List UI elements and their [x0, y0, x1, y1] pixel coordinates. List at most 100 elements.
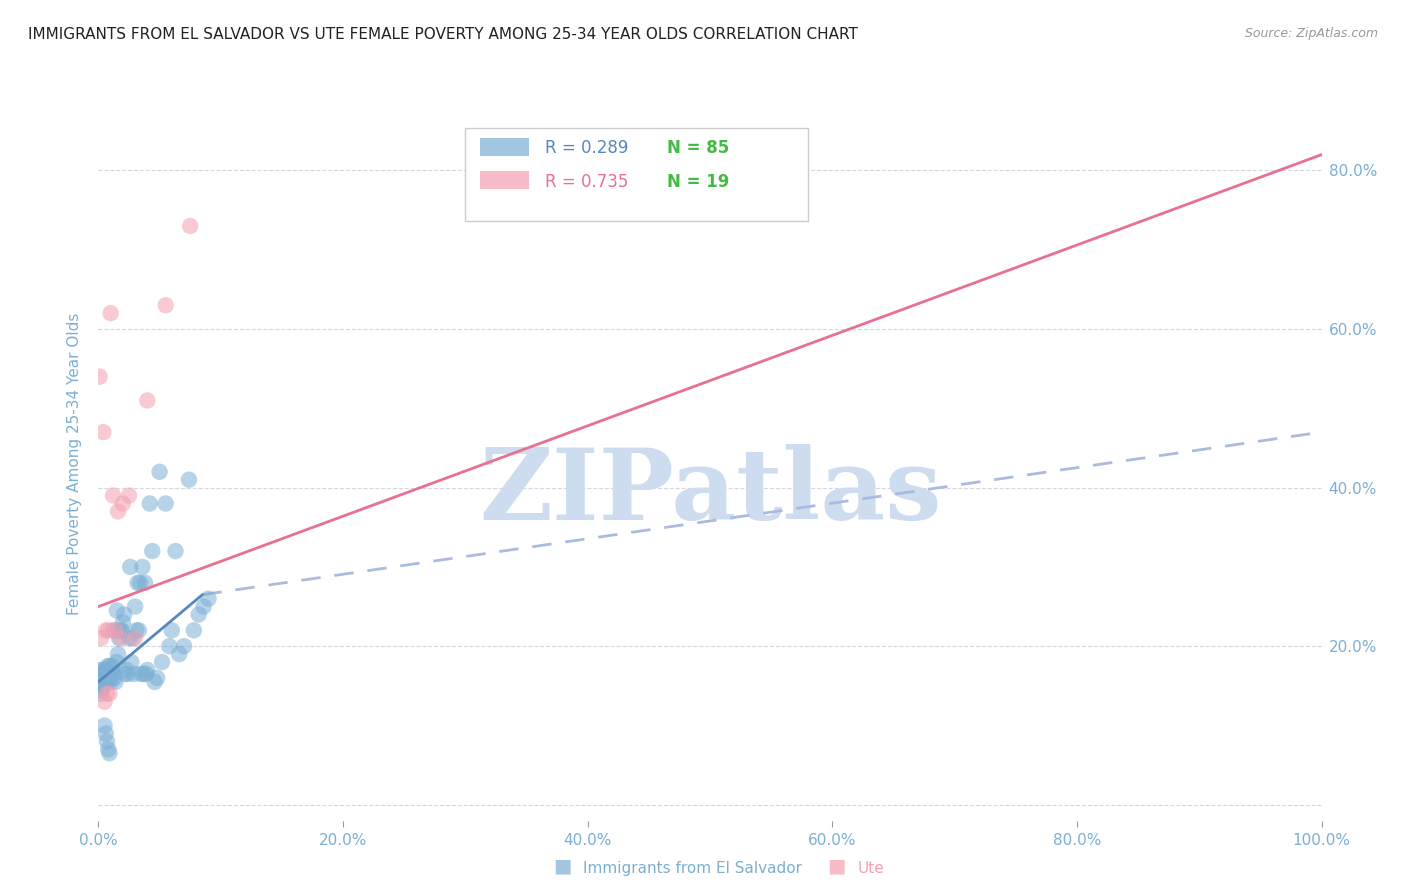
Y-axis label: Female Poverty Among 25-34 Year Olds: Female Poverty Among 25-34 Year Olds [67, 313, 83, 615]
Point [91, 663, 114, 677]
Point [167, 647, 190, 661]
Point [91, 679, 114, 693]
Point [129, 667, 152, 681]
Point [101, 489, 124, 503]
Point [120, 655, 142, 669]
Point [120, 560, 142, 574]
Text: ZIPatlas: ZIPatlas [479, 444, 941, 541]
Point [143, 674, 166, 689]
Point [105, 655, 128, 669]
Point [150, 655, 173, 669]
Text: R = 0.289: R = 0.289 [546, 139, 628, 157]
Point [101, 667, 124, 681]
Point [136, 663, 159, 677]
Point [98, 687, 121, 701]
Point [105, 603, 128, 617]
Point [97, 624, 120, 638]
Point [107, 504, 129, 518]
Point [93, 667, 115, 681]
Point [93, 718, 115, 732]
Point [118, 632, 141, 646]
Point [110, 624, 132, 638]
Point [155, 298, 177, 312]
Point [94, 674, 117, 689]
Point [104, 674, 127, 689]
Point [93, 671, 115, 685]
Point [90, 632, 112, 646]
Point [101, 663, 124, 677]
Point [96, 671, 118, 685]
Point [111, 624, 134, 638]
Point [132, 667, 155, 681]
Point [197, 591, 219, 606]
Point [94, 726, 117, 740]
Point [193, 599, 215, 614]
Point [122, 667, 145, 681]
Point [121, 632, 143, 646]
Point [91, 674, 114, 689]
Text: Source: ZipAtlas.com: Source: ZipAtlas.com [1244, 27, 1378, 40]
Point [96, 734, 118, 748]
Point [97, 663, 120, 677]
Point [114, 667, 136, 681]
Point [160, 624, 183, 638]
Point [91, 674, 114, 689]
Point [146, 671, 169, 685]
Point [91, 682, 114, 697]
Point [155, 496, 177, 510]
Text: IMMIGRANTS FROM EL SALVADOR VS UTE FEMALE POVERTY AMONG 25-34 YEAR OLDS CORRELAT: IMMIGRANTS FROM EL SALVADOR VS UTE FEMAL… [28, 27, 858, 42]
Point [90, 687, 112, 701]
Point [131, 560, 153, 574]
Point [97, 671, 120, 685]
Point [124, 632, 146, 646]
Point [93, 674, 115, 689]
Text: R = 0.735: R = 0.735 [546, 173, 628, 191]
Point [115, 663, 138, 677]
Point [118, 489, 141, 503]
Point [98, 667, 121, 681]
Point [101, 624, 124, 638]
Point [93, 695, 115, 709]
FancyBboxPatch shape [479, 137, 529, 155]
Text: Immigrants from El Salvador: Immigrants from El Salvador [583, 861, 803, 876]
Text: N = 19: N = 19 [668, 173, 730, 191]
Point [129, 575, 152, 590]
Point [110, 632, 132, 646]
Point [117, 667, 139, 681]
Point [100, 306, 122, 320]
Point [141, 544, 163, 558]
Point [127, 575, 149, 590]
Point [98, 671, 121, 685]
Point [89, 369, 111, 384]
Point [104, 624, 127, 638]
Point [125, 624, 148, 638]
Point [94, 624, 117, 638]
Point [100, 667, 122, 681]
Point [124, 599, 146, 614]
Point [107, 647, 129, 661]
Text: N = 85: N = 85 [668, 139, 730, 157]
Point [108, 632, 131, 646]
Text: Ute: Ute [858, 861, 884, 876]
Point [173, 639, 195, 653]
Point [97, 742, 120, 756]
Point [97, 659, 120, 673]
Point [94, 663, 117, 677]
Point [98, 659, 121, 673]
Point [134, 575, 156, 590]
Point [89, 671, 111, 685]
Point [96, 667, 118, 681]
Point [135, 667, 157, 681]
Point [111, 496, 134, 510]
Point [100, 674, 122, 689]
Point [89, 674, 111, 689]
Point [90, 667, 112, 681]
Point [165, 544, 187, 558]
Point [136, 393, 159, 408]
Point [128, 624, 150, 638]
Point [177, 473, 200, 487]
FancyBboxPatch shape [479, 171, 529, 189]
Point [157, 639, 180, 653]
Point [183, 624, 205, 638]
Point [107, 624, 129, 638]
